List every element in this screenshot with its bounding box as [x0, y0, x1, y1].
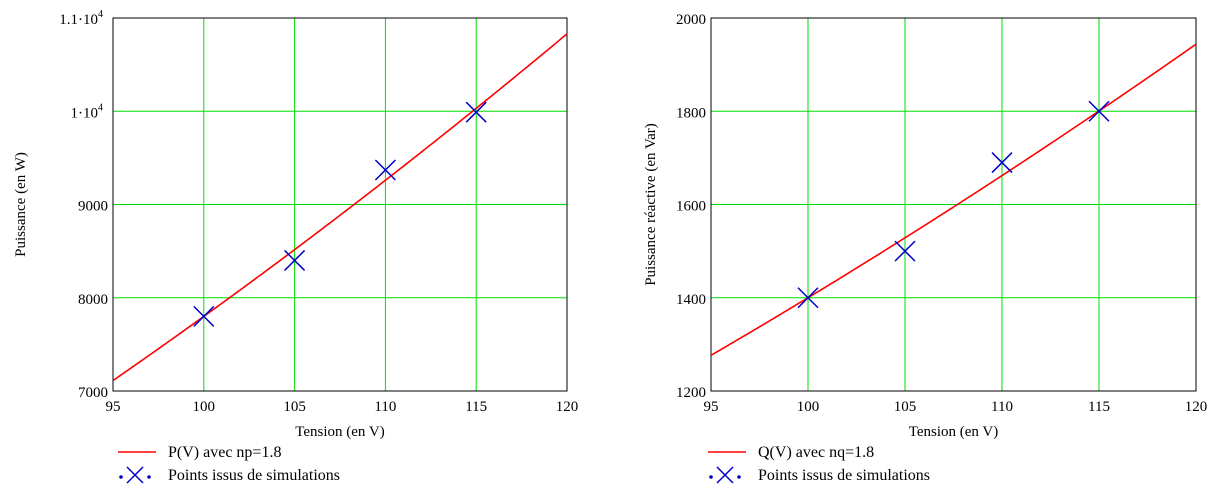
- y-tick-label: 1400: [676, 292, 706, 308]
- x-tick-label: 95: [704, 399, 719, 415]
- marker-dot: [709, 475, 713, 479]
- series-curve: [112, 33, 568, 382]
- data-point-marker: [797, 287, 819, 309]
- legend-entry-curve: Q(V) avec nq=1.8: [758, 444, 874, 461]
- legend-marker-swatch: [119, 466, 151, 484]
- x-tick-label: 120: [1185, 399, 1208, 415]
- y-tick-label: 2000: [676, 12, 706, 28]
- marker-stroke: [716, 466, 734, 484]
- y-tick-label: 1200: [676, 385, 706, 401]
- y-tick-label: 9000: [78, 199, 108, 215]
- data-point-marker: [465, 101, 487, 123]
- marker-dot: [119, 475, 123, 479]
- plot-frame: [112, 17, 568, 392]
- x-tick-label: 110: [991, 399, 1013, 415]
- x-tick-label: 105: [894, 399, 917, 415]
- plot-frame: [710, 17, 1197, 392]
- y-tick-label: 8000: [78, 292, 108, 308]
- data-point-marker: [894, 240, 916, 262]
- y-tick-label: 1600: [676, 199, 706, 215]
- x-tick-label: 100: [797, 399, 820, 415]
- x-axis-label: Tension (en V): [909, 424, 999, 440]
- y-axis-label: Puissance (en W): [13, 152, 29, 257]
- series-curve: [710, 43, 1197, 357]
- marker-stroke: [126, 466, 144, 484]
- x-tick-label: 110: [374, 399, 396, 415]
- marker-dot: [737, 475, 741, 479]
- legend-entry-points: Points issus de simulations: [758, 467, 930, 484]
- x-tick-label: 105: [283, 399, 306, 415]
- marker-stroke: [894, 240, 916, 262]
- data-point-marker: [1088, 100, 1110, 122]
- y-tick-label: 1·104: [71, 102, 104, 121]
- x-tick-label: 100: [193, 399, 216, 415]
- y-tick-label: 1800: [676, 105, 706, 121]
- marker-stroke: [797, 287, 819, 309]
- marker-stroke: [1088, 100, 1110, 122]
- y-axis-label: Puissance réactive (en Var): [643, 123, 659, 286]
- legend-entry-points: Points issus de simulations: [168, 467, 340, 484]
- data-point-marker: [284, 249, 306, 271]
- legend-entry-curve: P(V) avec np=1.8: [168, 444, 281, 461]
- marker-stroke: [374, 159, 396, 181]
- data-point-marker: [991, 152, 1013, 174]
- marker-stroke: [193, 305, 215, 327]
- marker-dot: [147, 475, 151, 479]
- marker-stroke: [284, 249, 306, 271]
- marker-stroke: [991, 152, 1013, 174]
- x-tick-label: 120: [556, 399, 579, 415]
- y-tick-label: 7000: [78, 385, 108, 401]
- x-tick-label: 95: [106, 399, 121, 415]
- data-point-marker: [374, 159, 396, 181]
- marker-stroke: [465, 101, 487, 123]
- x-tick-label: 115: [1088, 399, 1110, 415]
- data-point-marker: [193, 305, 215, 327]
- chart-2: 95 100 105 110 115 120 1200 1400 1600 1800 2000 Ten…: [643, 12, 1207, 484]
- x-axis-label: Tension (en V): [295, 424, 385, 440]
- x-tick-label: 115: [465, 399, 487, 415]
- chart-1: 95 100 105 110 115 120 7000 8000 9000 1·104 1.1·10…: [13, 9, 578, 484]
- y-tick-label: 1.1·104: [59, 9, 103, 28]
- legend-marker-swatch: [709, 466, 741, 484]
